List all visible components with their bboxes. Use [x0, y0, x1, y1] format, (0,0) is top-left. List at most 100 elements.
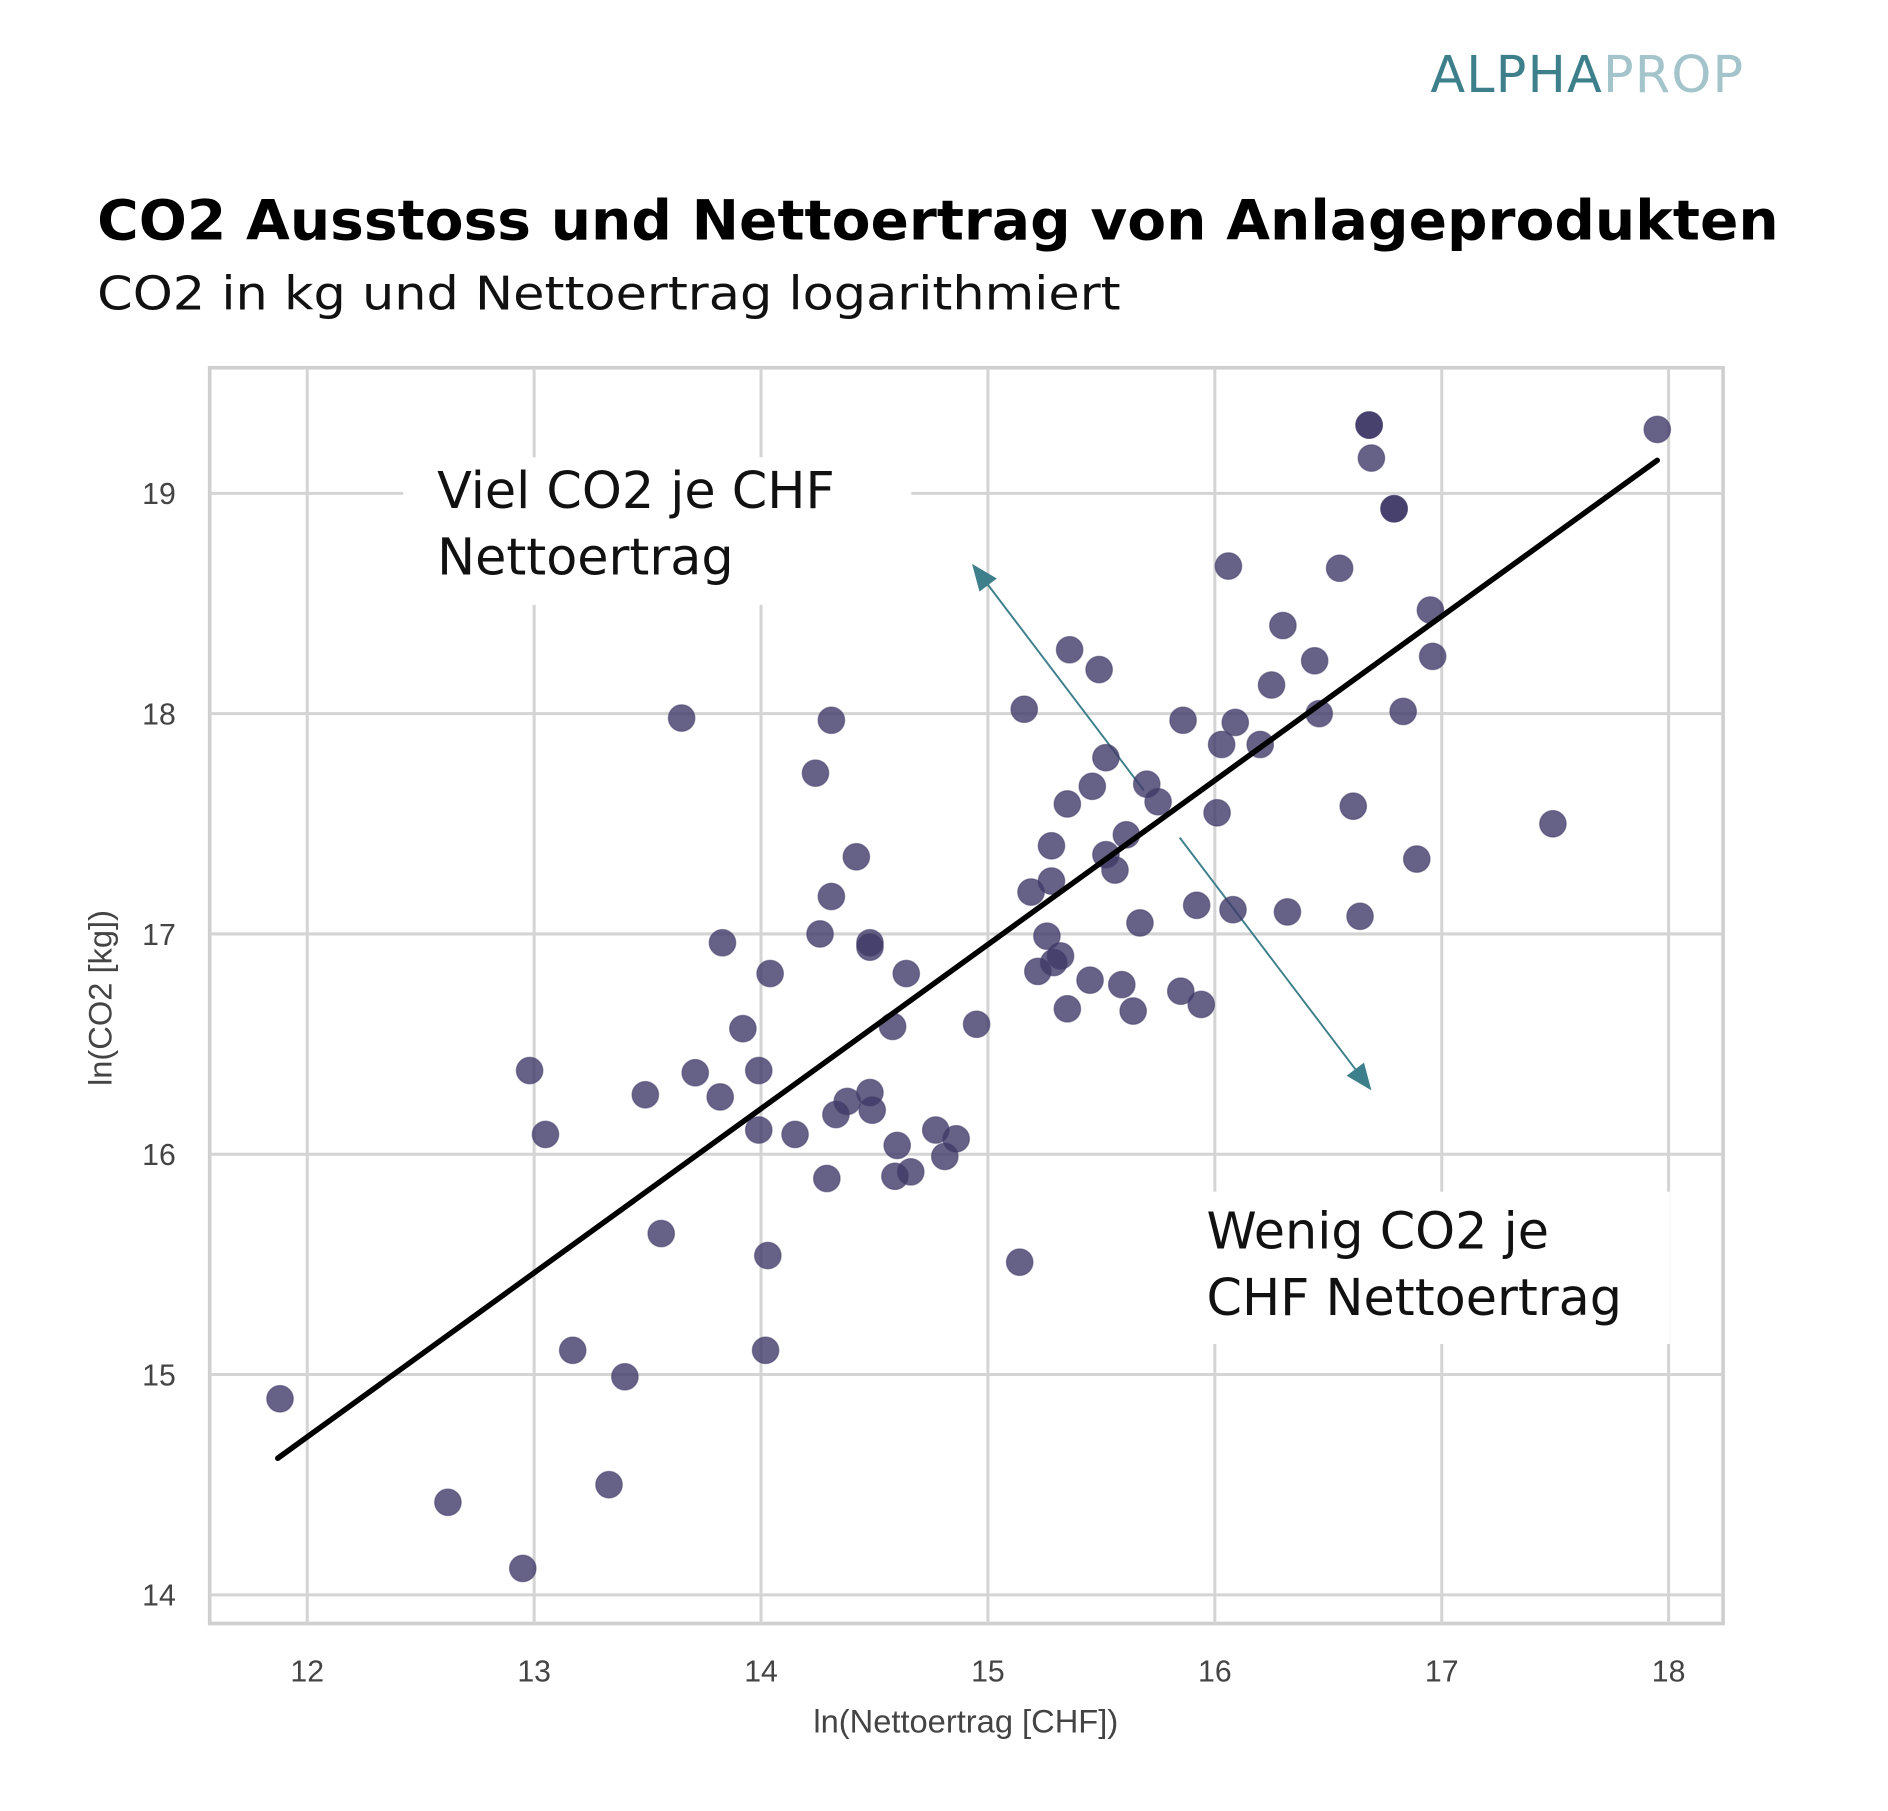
data-point	[756, 959, 785, 988]
data-point	[558, 1336, 587, 1365]
data-point	[751, 1336, 780, 1365]
data-point	[962, 1010, 991, 1039]
data-point	[1268, 611, 1297, 640]
logo-text-primary: ALPHA	[1430, 45, 1603, 104]
data-point	[1643, 415, 1672, 444]
arrow-head	[972, 563, 997, 592]
svg-text:ALPHAPROP: ALPHAPROP	[1430, 45, 1744, 104]
data-point	[806, 920, 834, 948]
data-point	[1076, 966, 1104, 995]
y-tick-label: 14	[142, 1580, 176, 1613]
x-tick-label: 15	[971, 1656, 1005, 1689]
chart-subtitle: CO2 in kg und Nettoertrag logarithmiert	[97, 267, 1120, 321]
data-point	[856, 933, 884, 962]
data-point	[1085, 655, 1114, 684]
data-point	[1126, 909, 1154, 937]
data-point	[1300, 646, 1329, 675]
data-point	[631, 1080, 660, 1109]
data-point	[1357, 444, 1386, 473]
data-point	[1203, 798, 1232, 827]
data-point	[1389, 697, 1418, 726]
data-point	[817, 706, 846, 735]
x-tick-label: 16	[1198, 1656, 1232, 1689]
annotation-high: Viel CO2 je CHF Nettoertrag	[437, 461, 851, 587]
data-point	[883, 1131, 912, 1160]
arrow-shaft	[1178, 837, 1357, 1070]
data-point	[1166, 977, 1195, 1006]
data-point	[1538, 809, 1567, 838]
data-point	[801, 759, 830, 788]
data-point	[1182, 891, 1211, 920]
data-point	[1046, 942, 1075, 970]
data-point	[1257, 671, 1286, 699]
data-point	[1339, 792, 1368, 821]
data-point	[812, 1164, 841, 1193]
x-tick-label: 14	[744, 1656, 778, 1689]
data-point	[515, 1056, 544, 1085]
annotation-box-high	[403, 457, 912, 605]
x-tick-label: 13	[517, 1656, 551, 1689]
annotation-low-line-2: CHF Nettoertrag	[1207, 1268, 1623, 1327]
data-point	[1078, 772, 1107, 801]
y-tick-label: 17	[142, 919, 176, 952]
data-point	[647, 1219, 676, 1248]
data-point	[842, 842, 871, 871]
arrow-head	[1346, 1062, 1372, 1091]
data-point	[1033, 922, 1061, 951]
x-tick-label: 17	[1425, 1656, 1459, 1689]
data-point	[1214, 552, 1243, 580]
annotation-high-line-2: Nettoertrag	[437, 528, 733, 587]
data-point	[892, 959, 921, 988]
data-point	[817, 882, 846, 911]
data-point	[1055, 635, 1084, 664]
data-point	[1346, 902, 1374, 931]
data-point	[1037, 831, 1066, 860]
data-point	[1107, 970, 1136, 999]
data-point	[1207, 730, 1236, 759]
x-tick-label: 18	[1652, 1656, 1686, 1689]
data-point	[531, 1120, 560, 1149]
annotation-low-line-1: Wenig CO2 je	[1207, 1201, 1549, 1260]
data-point	[728, 1014, 757, 1043]
y-tick-label: 19	[142, 478, 176, 511]
annotation-low: Wenig CO2 je CHF Nettoertrag	[1207, 1201, 1623, 1327]
data-point	[1053, 790, 1082, 818]
data-point	[681, 1058, 710, 1087]
y-tick-label: 18	[142, 699, 176, 732]
data-point	[1380, 494, 1408, 523]
data-point	[942, 1124, 971, 1153]
data-point	[266, 1384, 294, 1413]
data-point	[1092, 743, 1120, 772]
data-point	[708, 928, 737, 957]
data-point	[1325, 554, 1354, 583]
data-point	[744, 1056, 773, 1085]
chart-title: CO2 Ausstoss und Nettoertrag von Anlagep…	[97, 189, 1779, 254]
data-point	[1418, 642, 1447, 671]
data-point	[434, 1488, 462, 1517]
data-point	[744, 1116, 773, 1144]
data-point	[1144, 787, 1173, 816]
data-point	[1355, 411, 1384, 439]
data-point	[1010, 695, 1039, 724]
data-point	[753, 1241, 782, 1270]
trend-line	[275, 457, 1661, 1461]
data-point	[706, 1083, 735, 1111]
data-point	[1219, 895, 1247, 924]
data-point	[610, 1362, 639, 1391]
logo-text-secondary: PROP	[1603, 45, 1744, 104]
logo: ALPHAPROP	[1430, 45, 1744, 104]
data-point	[781, 1120, 809, 1149]
data-point	[896, 1157, 925, 1186]
data-point	[1273, 897, 1302, 926]
data-point	[858, 1096, 887, 1125]
data-point	[1187, 990, 1216, 1019]
data-point	[595, 1470, 623, 1499]
data-point	[1037, 867, 1066, 895]
x-axis-label: ln(Nettoertrag [CHF])	[813, 1702, 1118, 1739]
data-points	[266, 411, 1672, 1583]
data-point	[1101, 856, 1129, 884]
data-point	[1119, 997, 1148, 1025]
data-point	[508, 1554, 537, 1583]
data-point	[1402, 845, 1431, 873]
